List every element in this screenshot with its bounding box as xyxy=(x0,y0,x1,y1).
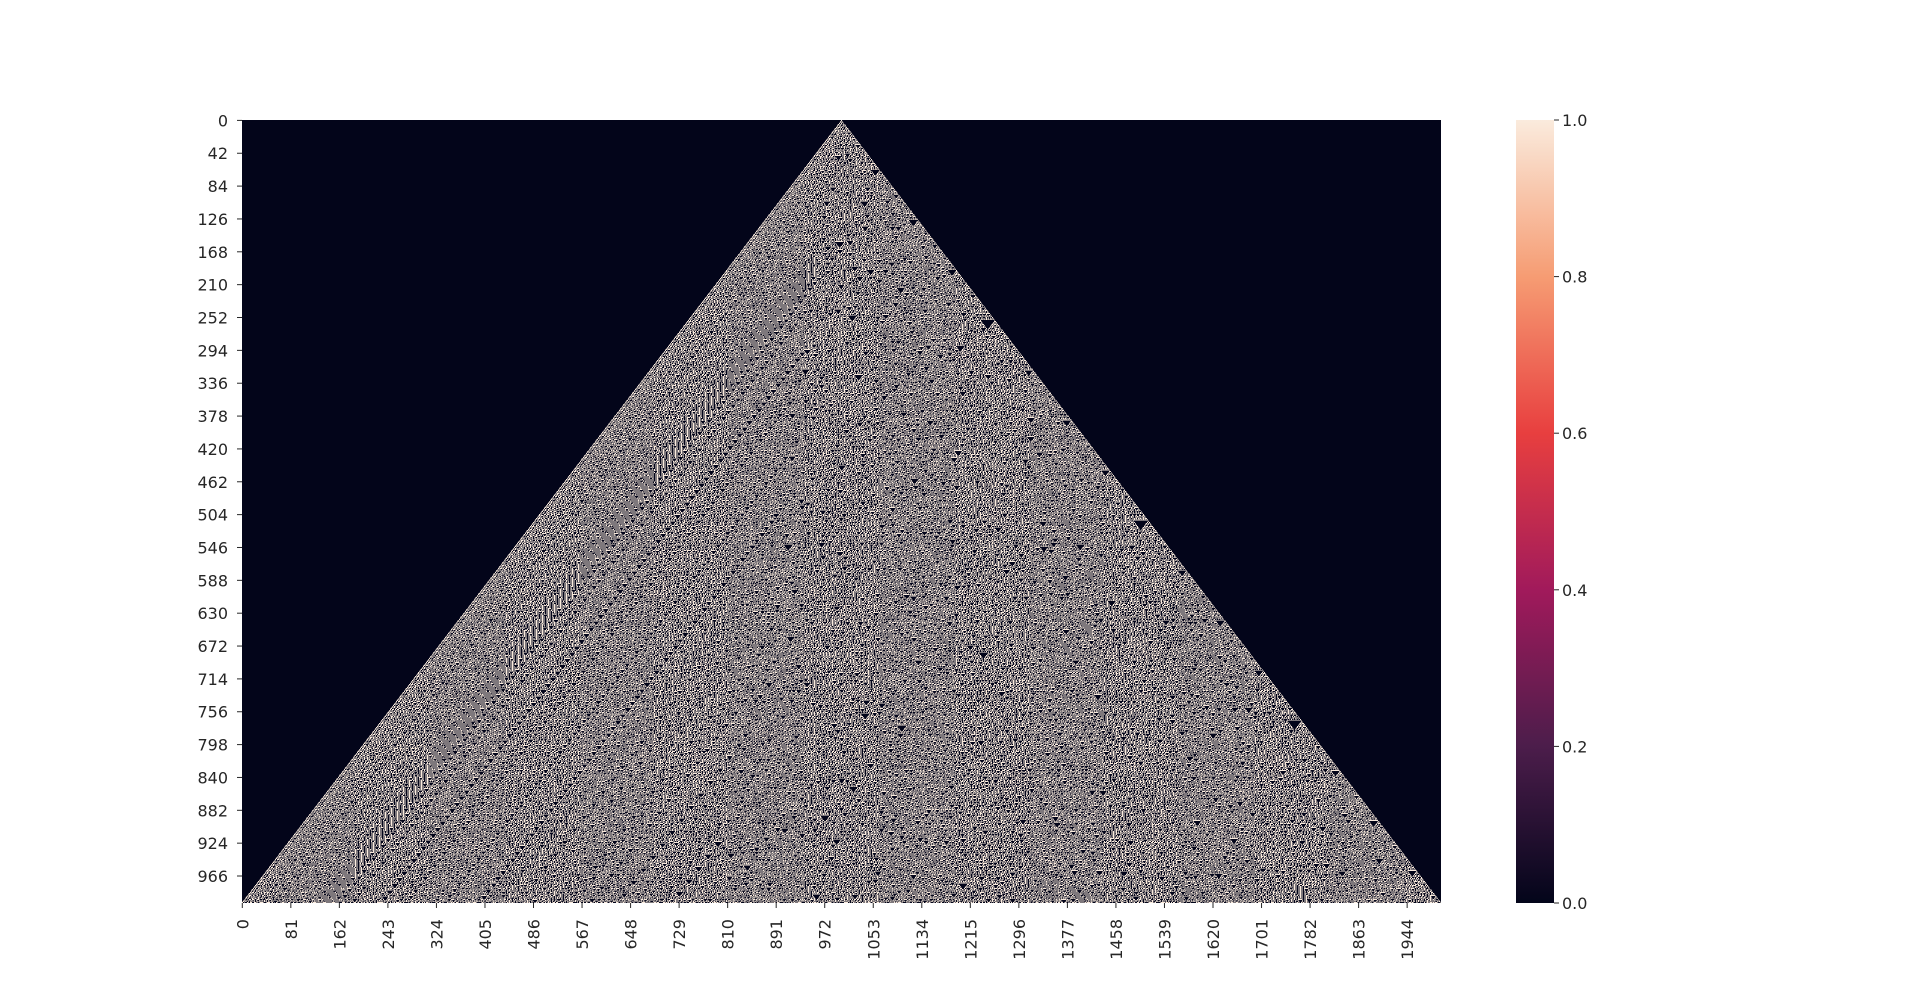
y-tick-label: 588 xyxy=(197,571,228,590)
x-tick-label: 162 xyxy=(330,919,349,950)
y-tick-label: 378 xyxy=(197,407,228,426)
y-tick-label: 882 xyxy=(197,801,228,820)
colorbar-tick-label: 0.0 xyxy=(1562,894,1587,913)
x-tick-label: 648 xyxy=(622,919,641,950)
x-tick-label: 1134 xyxy=(913,919,932,960)
y-tick-label: 84 xyxy=(208,177,228,196)
x-tick-label: 405 xyxy=(476,919,495,950)
y-tick-label: 924 xyxy=(197,834,228,853)
y-tick-label: 672 xyxy=(197,637,228,656)
x-tick-label: 729 xyxy=(670,919,689,950)
x-axis-ticks: 0 81 162 243 324 405 486 567 648 729 810 891 972 1053… xyxy=(233,903,1417,960)
y-axis-ticks: 0 42 84 126 168 210 252 294 336 378 420 462 504 546 58… xyxy=(197,111,242,886)
y-tick-label: 630 xyxy=(197,604,228,623)
x-tick-label: 1296 xyxy=(1010,919,1029,960)
colorbar xyxy=(1516,120,1554,903)
y-tick-label: 42 xyxy=(208,144,228,163)
y-tick-label: 252 xyxy=(197,309,228,328)
y-tick-label: 210 xyxy=(197,276,228,295)
x-tick-label: 1215 xyxy=(961,919,980,960)
colorbar-ticks: 0.0 0.2 0.4 0.6 0.8 1.0 xyxy=(1554,111,1587,913)
y-tick-label: 756 xyxy=(197,703,228,722)
y-tick-label: 126 xyxy=(197,210,228,229)
y-tick-label: 462 xyxy=(197,473,228,492)
x-tick-label: 1620 xyxy=(1204,919,1223,960)
colorbar-tick-label: 0.4 xyxy=(1562,581,1587,600)
x-tick-label: 1944 xyxy=(1398,919,1417,960)
x-tick-label: 972 xyxy=(816,919,835,950)
x-tick-label: 810 xyxy=(719,919,738,950)
colorbar-tick-label: 0.6 xyxy=(1562,424,1587,443)
y-tick-label: 546 xyxy=(197,538,228,557)
x-tick-label: 1539 xyxy=(1155,919,1174,960)
colorbar-tick-label: 1.0 xyxy=(1562,111,1587,130)
y-tick-label: 714 xyxy=(197,670,228,689)
y-tick-label: 168 xyxy=(197,243,228,262)
x-tick-label: 891 xyxy=(767,919,786,950)
heatmap-image xyxy=(242,120,1441,903)
y-tick-label: 798 xyxy=(197,736,228,755)
x-tick-label: 1863 xyxy=(1350,919,1369,960)
colorbar-tick-label: 0.8 xyxy=(1562,268,1587,287)
x-tick-label: 324 xyxy=(427,919,446,950)
y-tick-label: 336 xyxy=(197,374,228,393)
x-tick-label: 567 xyxy=(573,919,592,950)
x-tick-label: 1701 xyxy=(1253,919,1272,960)
x-tick-label: 1782 xyxy=(1301,919,1320,960)
x-tick-label: 0 xyxy=(233,919,252,929)
y-tick-label: 840 xyxy=(197,768,228,787)
x-tick-label: 1458 xyxy=(1107,919,1126,960)
y-tick-label: 0 xyxy=(218,111,228,130)
x-tick-label: 1377 xyxy=(1058,919,1077,960)
x-tick-label: 243 xyxy=(379,919,398,950)
colorbar-tick-label: 0.2 xyxy=(1562,737,1587,756)
y-tick-label: 966 xyxy=(197,867,228,886)
y-tick-label: 420 xyxy=(197,440,228,459)
x-tick-label: 486 xyxy=(525,919,544,950)
y-tick-label: 504 xyxy=(197,506,228,525)
x-tick-label: 1053 xyxy=(864,919,883,960)
x-tick-label: 81 xyxy=(282,919,301,939)
y-tick-label: 294 xyxy=(197,341,228,360)
